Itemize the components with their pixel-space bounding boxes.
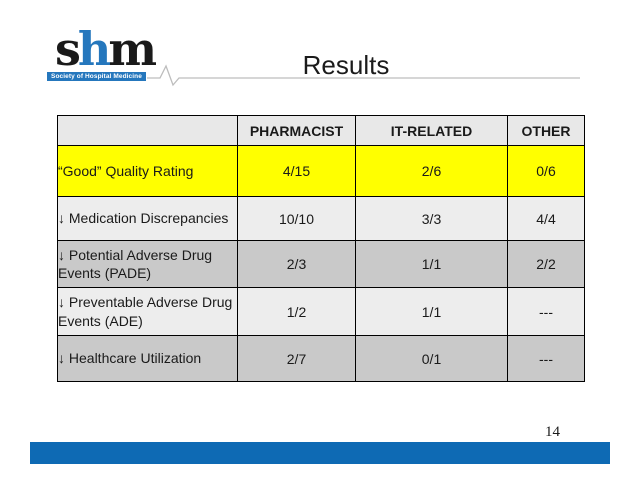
cell-value: 2/3: [237, 240, 356, 288]
cell-value: 0/1: [355, 335, 508, 382]
column-header-empty: [57, 115, 238, 146]
cell-value: 1/2: [237, 287, 356, 336]
row-label: ↓ Medication Discrepancies: [57, 196, 238, 241]
logo-letter-m: m: [108, 22, 157, 76]
column-header-it-related: IT-RELATED: [355, 115, 508, 146]
results-table: PHARMACIST IT-RELATED OTHER “Good” Quali…: [57, 115, 585, 382]
table-row: ↓ Medication Discrepancies 10/10 3/3 4/4: [57, 196, 585, 241]
cell-value: ---: [507, 335, 585, 382]
table-row: ↓ Potential Adverse Drug Events (PADE) 2…: [57, 240, 585, 288]
bottom-accent-bar: [30, 442, 610, 464]
cell-value: 4/15: [237, 145, 356, 197]
shm-logo: shm: [55, 26, 157, 72]
cell-value: 2/6: [355, 145, 508, 197]
column-header-pharmacist: PHARMACIST: [237, 115, 356, 146]
table-row: “Good” Quality Rating 4/15 2/6 0/6: [57, 145, 585, 197]
page-title: Results: [302, 50, 390, 80]
heartbeat-divider-icon: [147, 64, 580, 87]
cell-value: 1/1: [355, 240, 508, 288]
table-row: ↓ Preventable Adverse Drug Events (ADE) …: [57, 287, 585, 336]
cell-value: 2/7: [237, 335, 356, 382]
cell-value: ---: [507, 287, 585, 336]
page-number: 14: [545, 424, 560, 440]
row-label: “Good” Quality Rating: [57, 145, 238, 197]
column-header-other: OTHER: [507, 115, 585, 146]
row-label: ↓ Preventable Adverse Drug Events (ADE): [57, 287, 238, 336]
cell-value: 4/4: [507, 196, 585, 241]
row-label: ↓ Potential Adverse Drug Events (PADE): [57, 240, 238, 288]
logo-banner-text: Society of Hospital Medicine: [47, 72, 146, 81]
cell-value: 2/2: [507, 240, 585, 288]
cell-value: 1/1: [355, 287, 508, 336]
cell-value: 10/10: [237, 196, 356, 241]
cell-value: 0/6: [507, 145, 585, 197]
cell-value: 3/3: [355, 196, 508, 241]
table-row: ↓ Healthcare Utilization 2/7 0/1 ---: [57, 335, 585, 382]
logo-letter-s: s: [55, 22, 81, 76]
row-label: ↓ Healthcare Utilization: [57, 335, 238, 382]
table-header-row: PHARMACIST IT-RELATED OTHER: [57, 115, 585, 146]
logo-letter-h: h: [77, 22, 111, 76]
